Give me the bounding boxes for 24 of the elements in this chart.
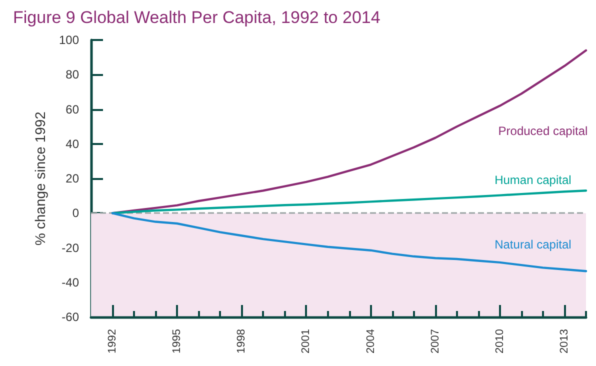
x-tick-label: 1995: [171, 329, 184, 354]
series-label: Natural capital: [494, 238, 572, 252]
y-tick-label: 40: [66, 136, 80, 151]
chart-title: Figure 9 Global Wealth Per Capita, 1992 to 2014: [13, 8, 380, 27]
y-tick-label: 20: [66, 172, 80, 186]
line-series: [111, 190, 588, 214]
y-axis-title: % change since 1992: [32, 111, 48, 246]
y-tick-label: -20: [62, 240, 80, 255]
series-label: Human capital: [494, 172, 572, 187]
line-series: [111, 212, 588, 272]
x-tick-label: 2007: [429, 329, 442, 354]
y-tick-label: 0: [72, 206, 80, 220]
x-tick-label: 1992: [106, 329, 119, 354]
x-tick-label: 2004: [364, 329, 377, 354]
y-tick-label: 80: [66, 68, 80, 82]
x-tick-label: 1998: [236, 329, 248, 354]
y-tick-label: 60: [66, 102, 80, 116]
y-tick-label: -40: [62, 275, 80, 290]
x-tick-label: 2001: [300, 329, 312, 354]
x-tick-label: 2010: [494, 329, 506, 354]
y-tick-label: -60: [62, 310, 80, 324]
y-tick-label: 100: [58, 33, 80, 47]
series-label: Produced capital: [498, 124, 588, 138]
x-tick-label: 2013: [558, 329, 570, 354]
